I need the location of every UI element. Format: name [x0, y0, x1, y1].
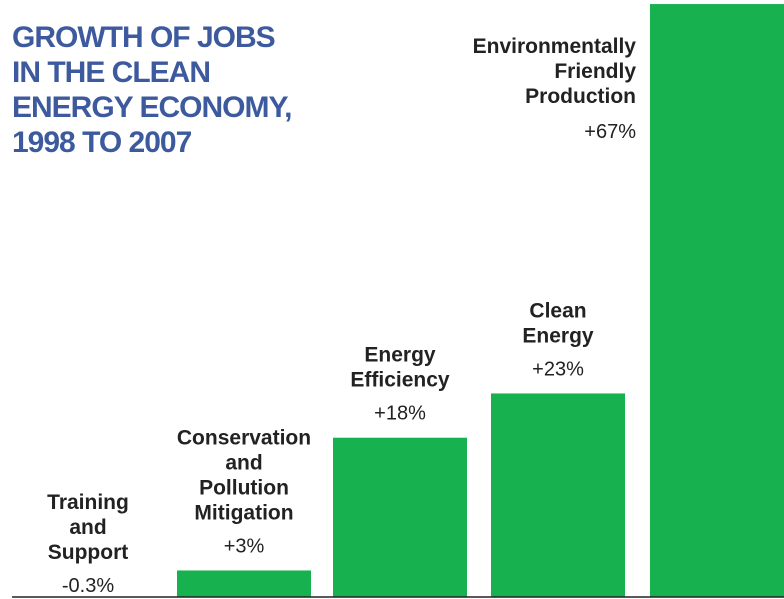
title-line: IN THE CLEAN	[12, 56, 211, 89]
title-line: ENERGY ECONOMY,	[12, 91, 293, 124]
category-label: Mitigation	[194, 501, 293, 524]
data-label: +23%	[532, 358, 584, 380]
data-label: +67%	[584, 121, 636, 143]
category-label: Clean	[529, 299, 586, 322]
category-label: Support	[48, 541, 128, 564]
category-label: Friendly	[554, 60, 636, 83]
category-label: Production	[525, 85, 636, 108]
data-label: +3%	[224, 535, 265, 557]
chart-title: GROWTH OF JOBS IN THE CLEAN ENERGY ECONO…	[12, 20, 332, 160]
category-label: Conservation	[177, 426, 311, 449]
category-label: Energy	[364, 344, 436, 367]
category-label: Efficiency	[350, 369, 450, 392]
data-label: +18%	[374, 403, 426, 425]
category-label: Training	[47, 491, 129, 514]
title-line: GROWTH OF JOBS	[12, 21, 276, 54]
bars-layer	[177, 4, 784, 598]
category-label: Energy	[522, 324, 594, 347]
bar	[650, 4, 784, 598]
bar	[491, 393, 625, 597]
data-label: -0.3%	[62, 575, 114, 597]
category-label: Pollution	[199, 476, 289, 499]
category-label: and	[225, 451, 262, 474]
bar	[333, 437, 467, 597]
title-line: 1998 TO 2007	[12, 126, 192, 159]
bar	[177, 570, 311, 597]
category-label: Environmentally	[473, 35, 637, 58]
category-label: and	[69, 516, 106, 539]
